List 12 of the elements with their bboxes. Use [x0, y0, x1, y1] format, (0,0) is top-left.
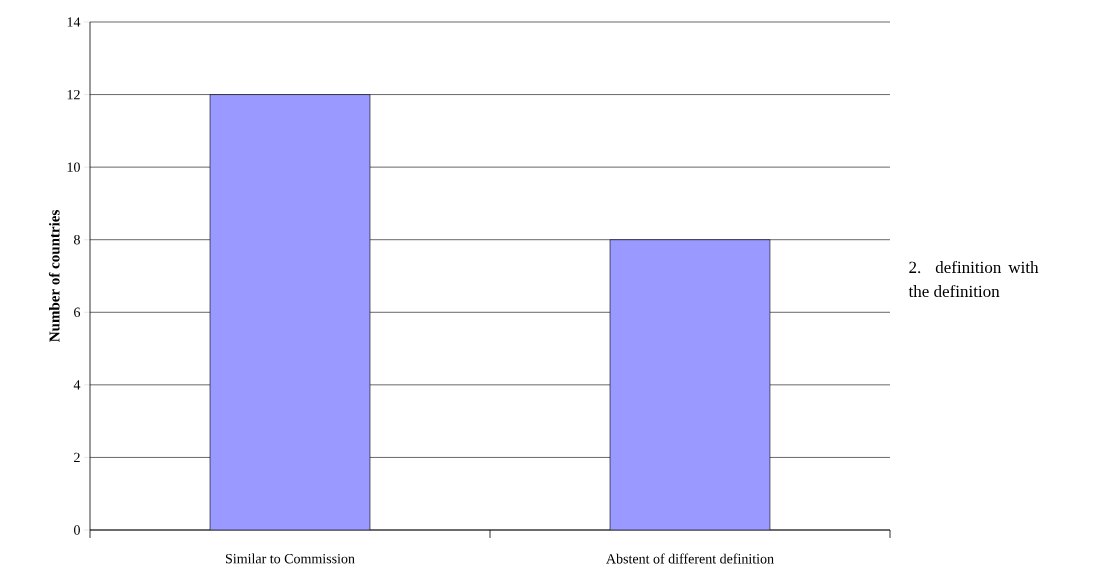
y-axis-title: Number of countries: [48, 210, 60, 342]
text: 2. definition with the definition: [908, 260, 1039, 298]
y-tick-label: 4: [73, 380, 81, 390]
y-tick-label: 2: [74, 452, 80, 463]
y-tick-label: 10: [67, 162, 80, 172]
y-tick-label: 0: [74, 525, 80, 535]
y-tick-label: 8: [74, 234, 80, 245]
y-tick-label: 12: [67, 89, 80, 100]
y-tick-label: 14: [67, 17, 81, 27]
y-tick-label: 6: [74, 307, 81, 317]
x-tick-label: Similar to Commission: [225, 553, 355, 564]
x-tick-label: Abstent of different definition: [606, 553, 774, 564]
